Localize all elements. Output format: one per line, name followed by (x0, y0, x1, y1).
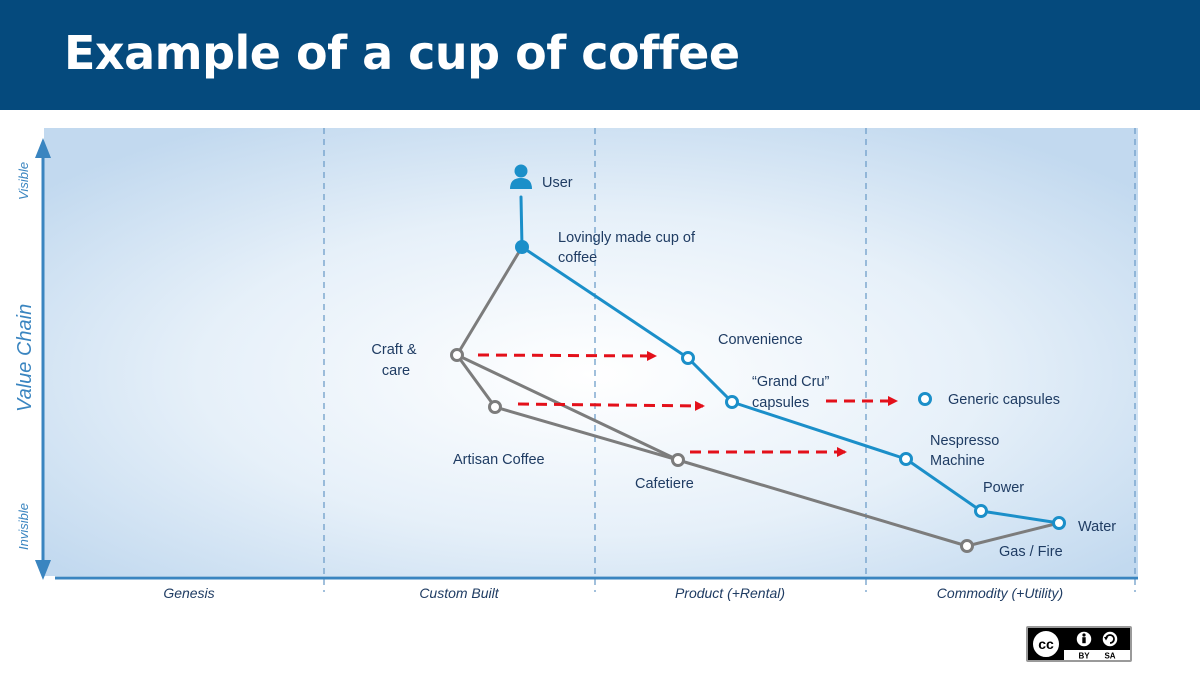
axis-arrow-down-icon (35, 560, 51, 580)
cup-label-line2: coffee (558, 250, 597, 266)
cup-label-line1: Lovingly made cup of (558, 230, 696, 246)
stage-product-label: Product (+Rental) (675, 585, 785, 601)
water-node (1052, 516, 1066, 530)
axis-invisible-label: Invisible (16, 503, 31, 550)
user-label: User (542, 175, 573, 191)
axis-visible-label: Visible (16, 162, 31, 200)
generic-node (918, 392, 932, 406)
by-term-label: BY (1078, 652, 1090, 661)
nespresso-label: Nespresso Machine (930, 433, 1003, 469)
evolution-arrows (477, 350, 898, 457)
craft-label: Craft & care (371, 342, 420, 379)
nespresso-label-line2: Machine (930, 453, 985, 469)
cup-node (515, 240, 529, 254)
artisan-label: Artisan Coffee (453, 452, 545, 468)
stage-commodity-label: Commodity (+Utility) (937, 585, 1063, 601)
cc-badge-text: cc (1038, 636, 1054, 652)
map-background (44, 128, 1138, 576)
cc-circle-icon (1031, 629, 1061, 659)
cafetiere-label: Cafetiere (635, 476, 694, 492)
cc-by-sa-icon: cc BY SA (1026, 626, 1132, 662)
craft-label-line2: care (382, 363, 410, 379)
grey-nodes (450, 348, 974, 553)
evolution-arrow-2 (517, 400, 705, 411)
value-chain-axis (35, 138, 51, 580)
convenience-label: Convenience (718, 332, 803, 348)
grandcru-node (725, 395, 739, 409)
grandcru-label-line1: “Grand Cru” (752, 374, 830, 390)
cup-label: Lovingly made cup of coffee (558, 230, 699, 266)
by-person-icon (1075, 630, 1093, 648)
stage-genesis-label: Genesis (163, 585, 214, 601)
gas-label: Gas / Fire (999, 544, 1063, 560)
grandcru-label-line2: capsules (752, 395, 809, 411)
sa-term-label: SA (1104, 652, 1115, 661)
nespresso-label-line1: Nespresso (930, 433, 999, 449)
grandcru-label: “Grand Cru” capsules (752, 374, 833, 411)
page-title: Example of a cup of coffee (64, 26, 740, 80)
power-node (974, 504, 988, 518)
cafetiere-node (671, 453, 685, 467)
axis-value-chain-label: Value Chain (14, 304, 36, 412)
share-alike-icon (1101, 630, 1119, 648)
craft-node (450, 348, 464, 362)
blue-chain-links (519, 195, 1061, 525)
axis-arrow-up-icon (35, 138, 51, 158)
evolution-arrow-1 (477, 350, 657, 361)
craft-label-line1: Craft & (371, 342, 416, 358)
water-label: Water (1078, 519, 1116, 535)
power-label: Power (983, 480, 1024, 496)
convenience-node (681, 351, 695, 365)
nespresso-node (899, 452, 913, 466)
generic-label: Generic capsules (948, 392, 1060, 408)
title-bar: Example of a cup of coffee (0, 0, 1200, 110)
user-icon (510, 164, 532, 189)
artisan-node (488, 400, 502, 414)
gas-node (960, 539, 974, 553)
grey-chain-links (455, 245, 1061, 548)
blue-nodes (681, 351, 1066, 530)
stage-custom-built-label: Custom Built (419, 585, 499, 601)
